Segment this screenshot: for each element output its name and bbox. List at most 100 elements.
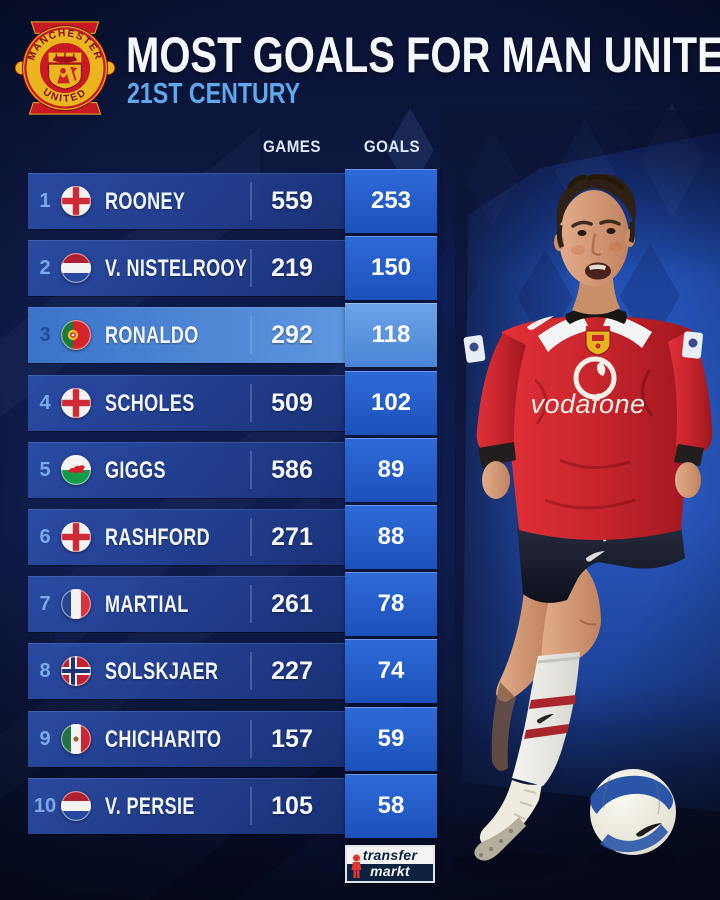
table-row-10: 10 V. PERSIE 105 58: [28, 774, 437, 838]
player-name: SCHOLES: [105, 390, 195, 417]
rank-label: 8: [39, 660, 51, 682]
games-value: 292: [271, 321, 313, 349]
goals-value: 118: [371, 321, 411, 348]
flag-netherlands-icon: [61, 791, 91, 821]
brand-word-bottom: markt: [370, 863, 410, 879]
goals-value: 59: [377, 725, 405, 752]
goals-value: 74: [377, 657, 405, 684]
goals-box: 89: [345, 438, 437, 502]
goals-box: 78: [345, 572, 437, 636]
goals-box: 150: [345, 236, 437, 300]
player-name: RONALDO: [105, 322, 199, 349]
games-value: 559: [271, 187, 313, 215]
page-title: MOST GOALS FOR MAN UNITED: [126, 27, 720, 83]
table-row-9: 9 CHICHARITO 157 59: [28, 707, 437, 771]
goals-box: 118: [345, 303, 437, 367]
games-value: 509: [271, 389, 313, 417]
flag-england-icon: [61, 186, 91, 216]
column-divider: [250, 585, 252, 623]
games-value: 586: [271, 456, 313, 484]
football-icon: [590, 769, 676, 855]
games-value: 261: [271, 590, 313, 618]
transfermarkt-mascot-icon: [351, 854, 362, 878]
flag-netherlands-icon: [61, 253, 91, 283]
table-row-3: 3 RONALDO 292 118: [28, 303, 437, 367]
white-sock: [512, 652, 580, 786]
flag-england-icon: [61, 388, 91, 418]
goals-value: 58: [377, 792, 405, 819]
player-face: [554, 174, 636, 286]
rank-label: 9: [39, 728, 51, 750]
table-row-1: 1 ROONEY 559 253: [28, 169, 437, 233]
goals-column-header: GOALS: [363, 138, 421, 156]
club-badge-icon: [585, 326, 611, 356]
goals-value: 88: [377, 523, 405, 550]
table-row-2: 2 V. NISTELROOY 219 150: [28, 236, 437, 300]
goals-value: 89: [377, 456, 405, 483]
player-name: SOLSKJAER: [105, 658, 219, 685]
sleeve-patch-icon: [463, 331, 704, 363]
rank-label: 2: [39, 257, 51, 279]
flag-wales-icon: [61, 455, 91, 485]
goals-box: 88: [345, 505, 437, 569]
goals-box: 102: [345, 371, 437, 435]
table-row-7: 7 MARTIAL 261 78: [28, 572, 437, 636]
goals-value: 78: [377, 590, 405, 617]
goals-value: 102: [370, 389, 412, 416]
games-value: 271: [271, 523, 313, 551]
rank-label: 5: [39, 459, 51, 481]
sock-swoosh-icon: [537, 714, 554, 724]
black-shorts: 7: [517, 524, 685, 603]
rank-label: 4: [39, 392, 51, 414]
goals-box: 58: [345, 774, 437, 838]
man-united-crest-icon: MANCHESTER UNITED: [14, 21, 116, 115]
player-name: MARTIAL: [105, 591, 189, 618]
table-row-6: 6 RASHFORD 271 88: [28, 505, 437, 569]
shorts-number: 7: [599, 524, 612, 547]
football-boot: [474, 780, 542, 861]
column-divider: [250, 249, 252, 287]
column-divider: [250, 518, 252, 556]
rank-label: 7: [39, 593, 51, 615]
rank-label: 10: [33, 795, 57, 817]
column-divider: [250, 652, 252, 690]
transfermarkt-logo: transfer markt: [345, 845, 435, 883]
red-jersey: [502, 316, 699, 540]
games-value: 105: [271, 792, 313, 820]
page-subtitle: 21ST CENTURY: [127, 78, 301, 110]
column-divider: [250, 451, 252, 489]
flag-portugal-icon: [61, 320, 91, 350]
player-name: V. PERSIE: [105, 793, 195, 820]
goals-value: 150: [370, 254, 412, 281]
column-divider: [250, 787, 252, 825]
table-row-4: 4 SCHOLES 509 102: [28, 371, 437, 435]
player-name: CHICHARITO: [105, 726, 222, 753]
games-value: 227: [271, 657, 313, 685]
games-value: 157: [271, 725, 313, 753]
table-row-8: 8 SOLSKJAER 227 74: [28, 639, 437, 703]
rank-label: 3: [39, 324, 51, 346]
goals-box: 74: [345, 639, 437, 703]
column-divider: [250, 720, 252, 758]
ronaldo-photo: 7: [450, 174, 713, 876]
table-row-5: 5 GIGGS 586 89: [28, 438, 437, 502]
flag-norway-icon: [61, 656, 91, 686]
games-value: 219: [271, 254, 313, 282]
player-shadow: [450, 852, 570, 876]
jersey-swoosh-icon: [527, 316, 554, 330]
sponsor-logo: vodafone: [530, 356, 645, 419]
rank-label: 1: [39, 190, 51, 212]
flag-france-icon: [61, 589, 91, 619]
flag-england-icon: [61, 522, 91, 552]
sponsor-wordmark: vodafone: [530, 389, 645, 419]
column-divider: [250, 384, 252, 422]
player-name: RASHFORD: [105, 524, 210, 551]
column-divider: [250, 316, 252, 354]
player-name: ROONEY: [105, 188, 186, 215]
goals-box: 253: [345, 169, 437, 233]
column-divider: [250, 182, 252, 220]
flag-mexico-icon: [61, 724, 91, 754]
player-name: GIGGS: [105, 457, 166, 484]
player-name: V. NISTELROOY: [105, 255, 248, 282]
